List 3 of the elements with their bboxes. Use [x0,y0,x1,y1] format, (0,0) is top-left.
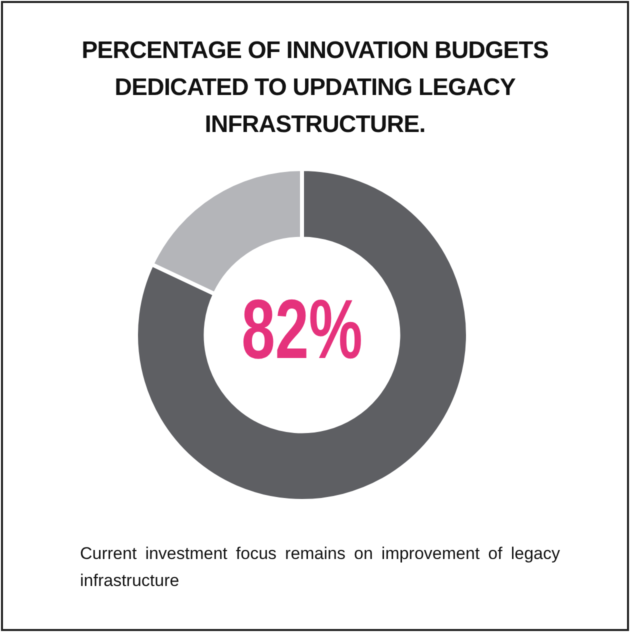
text: Current investment focus remains on improvement of legacy infrastructure [80,543,560,592]
chart-title: PERCENTAGE OF INNOVATION BUDGETS DEDICATED TO UPDATING LEGACY INFRASTRUCTURE. [80,36,550,140]
data-label: 82% [241,282,363,377]
